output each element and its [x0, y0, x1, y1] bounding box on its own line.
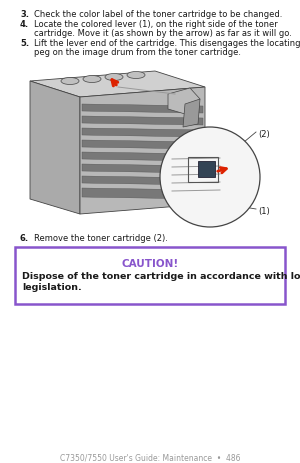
Text: (1): (1): [258, 206, 270, 216]
Text: Dispose of the toner cartridge in accordance with local: Dispose of the toner cartridge in accord…: [22, 271, 300, 281]
Polygon shape: [183, 100, 200, 128]
Text: 4.: 4.: [20, 20, 29, 29]
Text: Check the color label of the toner cartridge to be changed.: Check the color label of the toner cartr…: [34, 10, 282, 19]
Ellipse shape: [105, 75, 123, 81]
Text: peg on the image drum from the toner cartridge.: peg on the image drum from the toner car…: [34, 48, 241, 57]
Polygon shape: [198, 162, 215, 178]
Polygon shape: [82, 129, 203, 138]
Text: C7350/7550 User's Guide: Maintenance  •  486: C7350/7550 User's Guide: Maintenance • 4…: [60, 453, 240, 462]
Polygon shape: [80, 88, 205, 214]
Ellipse shape: [83, 76, 101, 83]
Text: CAUTION!: CAUTION!: [122, 258, 178, 269]
Text: 3.: 3.: [20, 10, 29, 19]
Circle shape: [160, 128, 260, 227]
Polygon shape: [30, 82, 80, 214]
Polygon shape: [82, 153, 203, 162]
Polygon shape: [82, 188, 203, 200]
Polygon shape: [82, 141, 203, 150]
Text: Lift the lever end of the cartridge. This disengages the locating: Lift the lever end of the cartridge. Thi…: [34, 39, 300, 48]
FancyBboxPatch shape: [15, 247, 285, 304]
Text: 5.: 5.: [20, 39, 29, 48]
Polygon shape: [82, 176, 203, 186]
Polygon shape: [168, 89, 200, 115]
Text: Locate the colored lever (1), on the right side of the toner: Locate the colored lever (1), on the rig…: [34, 20, 278, 29]
Polygon shape: [30, 72, 205, 98]
Text: 6.: 6.: [20, 233, 29, 243]
Text: Remove the toner cartridge (2).: Remove the toner cartridge (2).: [34, 233, 168, 243]
Polygon shape: [82, 165, 203, 174]
Polygon shape: [82, 117, 203, 126]
Polygon shape: [82, 105, 203, 114]
Ellipse shape: [127, 72, 145, 79]
Text: cartridge. Move it (as shown by the arrow) as far as it will go.: cartridge. Move it (as shown by the arro…: [34, 29, 292, 38]
Ellipse shape: [61, 78, 79, 85]
Text: (2): (2): [258, 130, 270, 139]
Text: legislation.: legislation.: [22, 282, 82, 291]
